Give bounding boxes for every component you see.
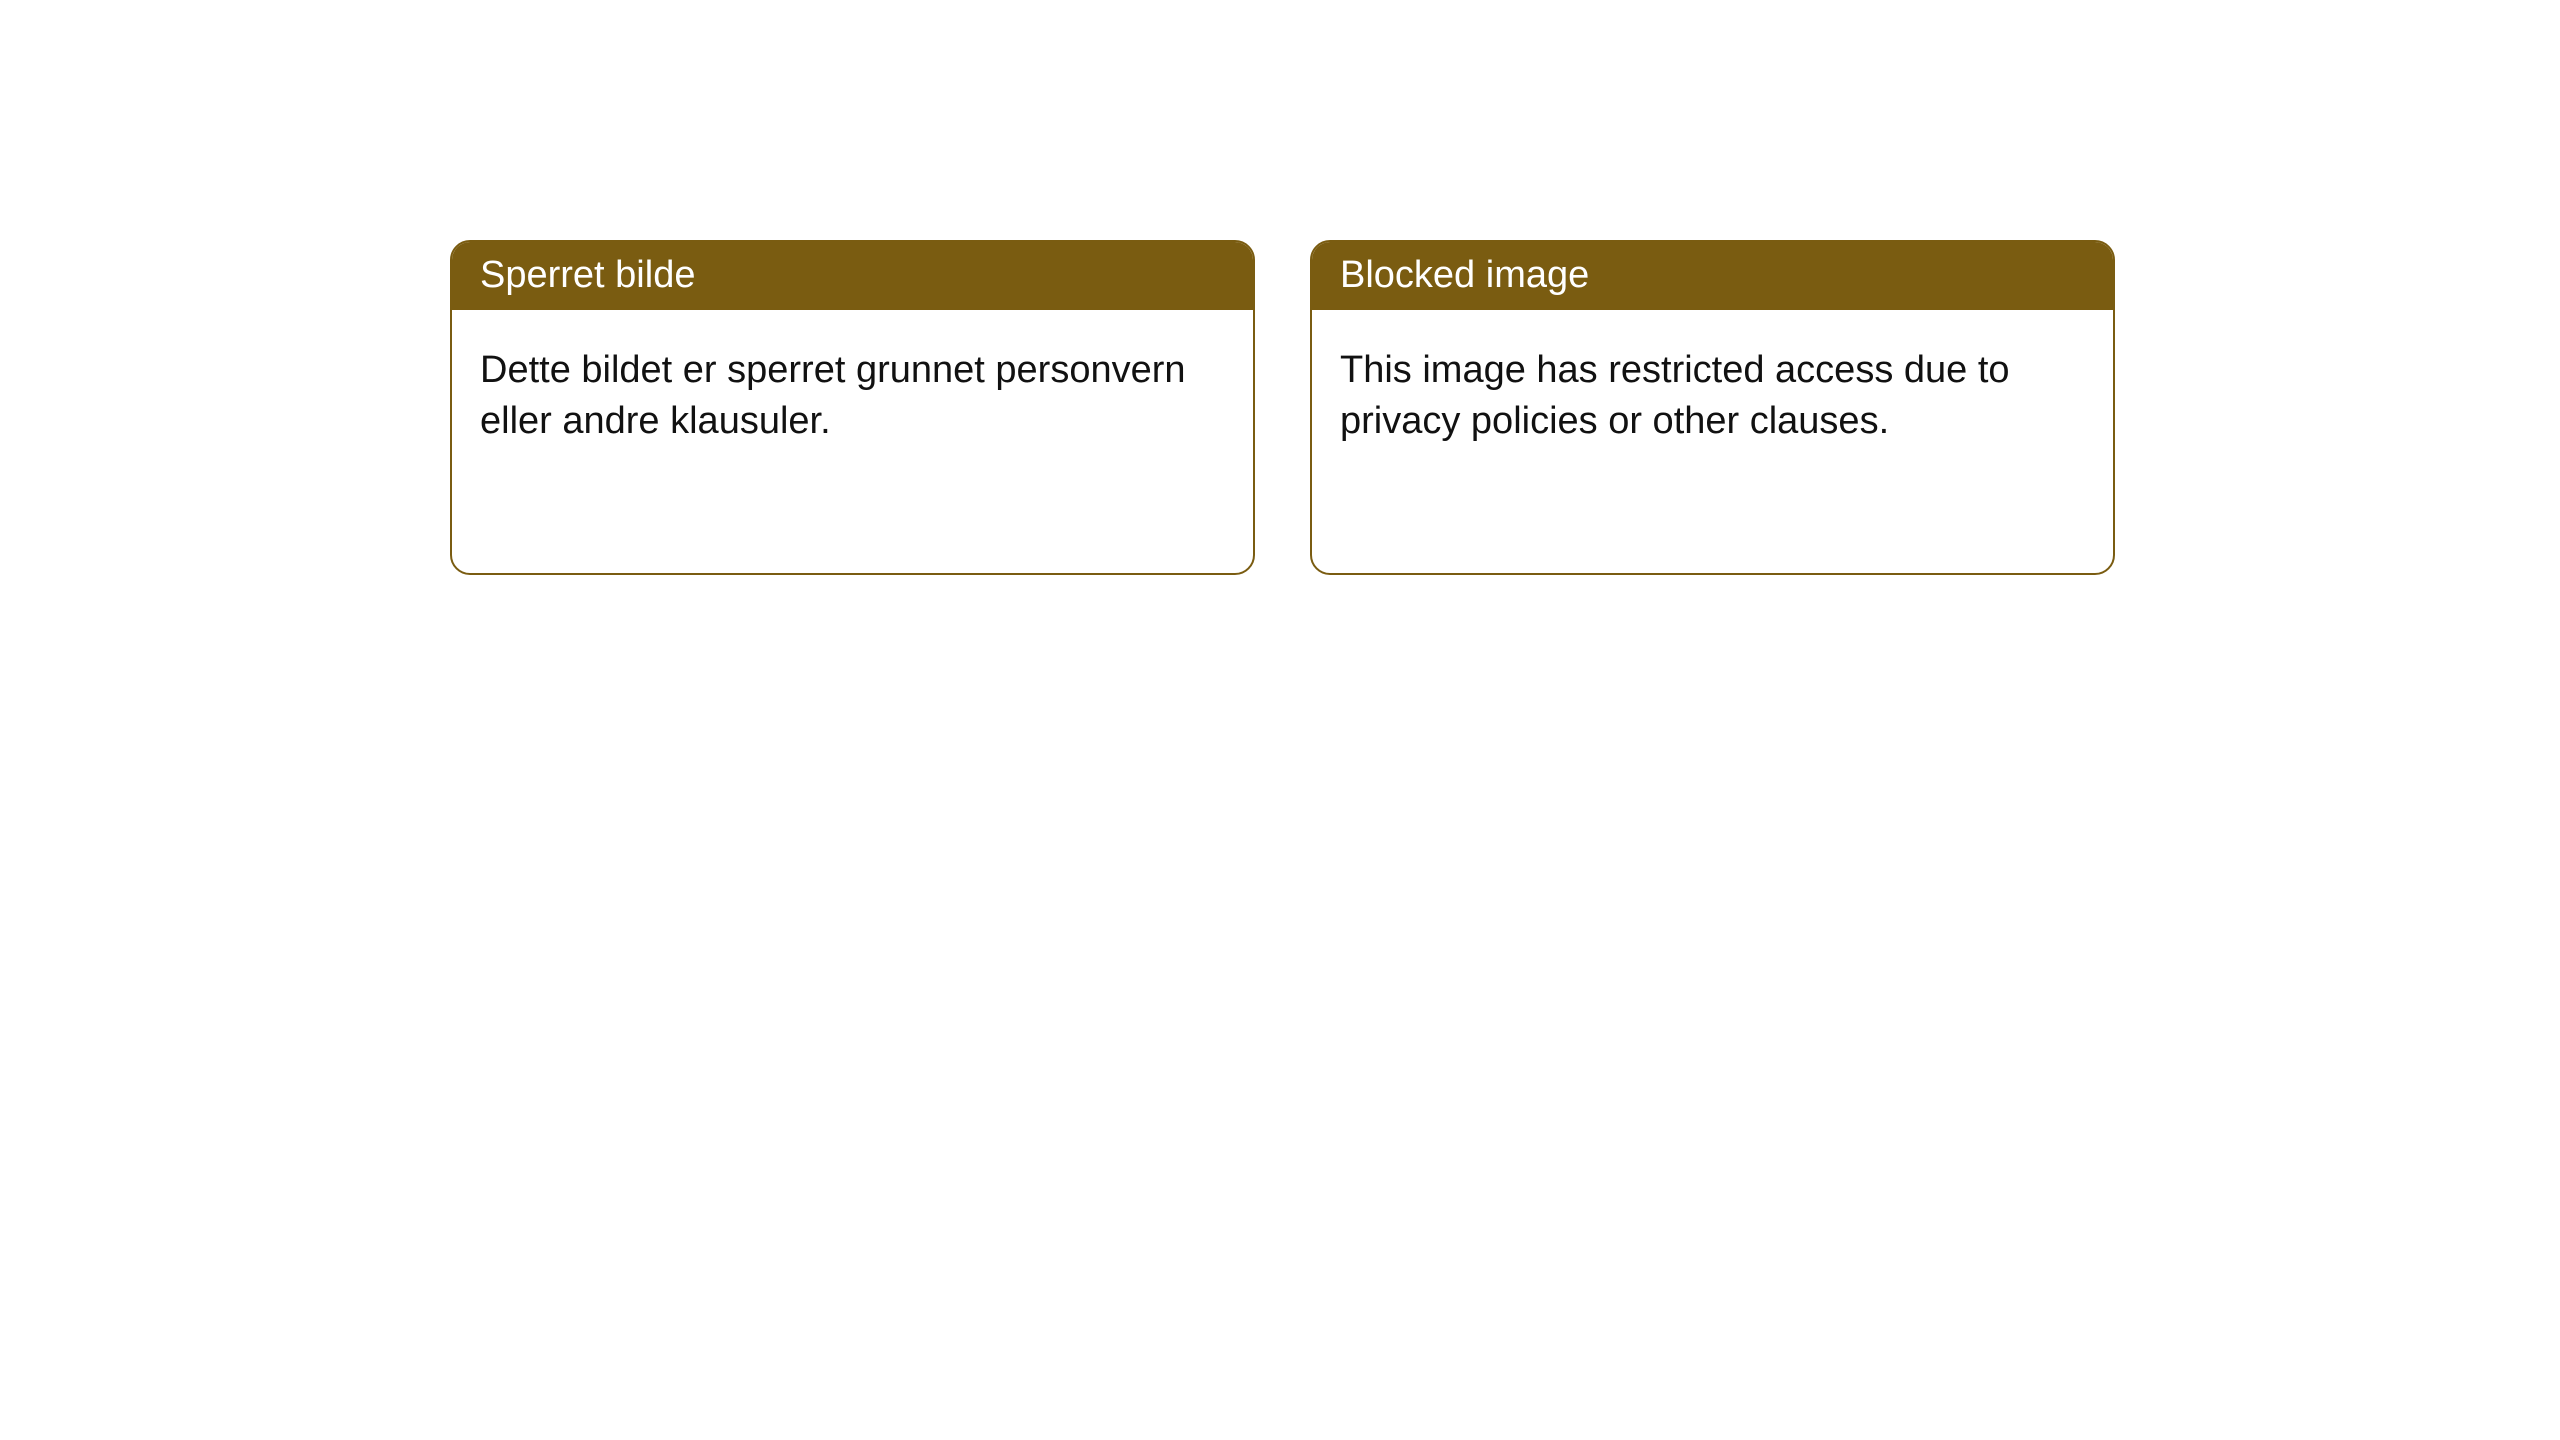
blocked-image-card-en: Blocked image This image has restricted … — [1310, 240, 2115, 575]
blocked-image-card-en-body: This image has restricted access due to … — [1312, 310, 2113, 483]
blocked-image-card-en-title: Blocked image — [1312, 242, 2113, 310]
blocked-image-card-no-title: Sperret bilde — [452, 242, 1253, 310]
notice-container: Sperret bilde Dette bildet er sperret gr… — [450, 240, 2115, 575]
blocked-image-card-no: Sperret bilde Dette bildet er sperret gr… — [450, 240, 1255, 575]
blocked-image-card-no-body: Dette bildet er sperret grunnet personve… — [452, 310, 1253, 483]
